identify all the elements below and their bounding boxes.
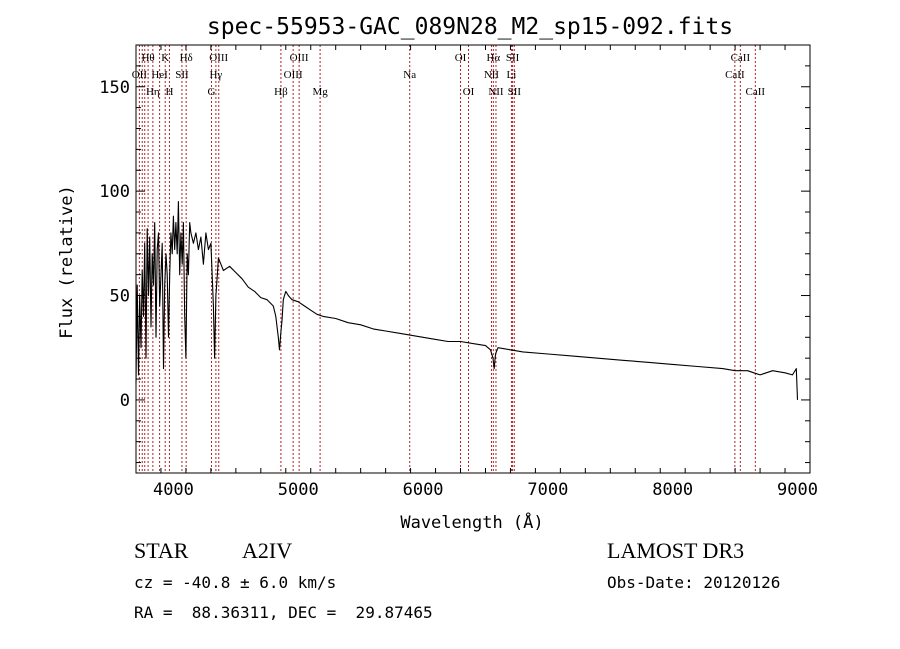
- line-label: CaII: [746, 86, 766, 98]
- line-label: Hβ: [274, 86, 288, 98]
- line-label: CaII: [725, 69, 745, 81]
- spectral-line-markers: [138, 45, 756, 473]
- line-label: HeI: [151, 69, 168, 81]
- line-label: Hγ: [209, 69, 222, 81]
- line-label: CaII: [731, 52, 751, 64]
- line-label: K: [161, 52, 169, 64]
- line-label: OII: [132, 69, 148, 81]
- y-tick-label: 50: [110, 287, 130, 307]
- line-label: SII: [175, 69, 189, 81]
- x-tick-label: 8000: [652, 480, 693, 500]
- spectrum-line: [135, 201, 799, 400]
- line-label: Hα: [486, 52, 500, 64]
- x-tick-label: 4000: [153, 480, 194, 500]
- y-tick-label: 150: [99, 78, 130, 98]
- line-label: NII: [488, 86, 504, 98]
- y-tick-label: 100: [99, 182, 130, 202]
- x-axis-label: Wavelength (Å): [400, 511, 543, 533]
- line-label: NII: [484, 69, 500, 81]
- x-tick-label: 5000: [278, 480, 319, 500]
- line-label: SII: [508, 86, 522, 98]
- line-label: Li: [507, 69, 517, 81]
- y-tick-label: 0: [120, 391, 130, 411]
- spectrum-series: [135, 201, 799, 400]
- line-label: Hη: [146, 86, 160, 98]
- observation-date: Obs-Date: 20120126: [607, 573, 781, 592]
- plot-axes: 4000 5000 6000 7000 8000 9000 0 50 100 150: [99, 44, 818, 500]
- line-label: SII: [506, 52, 520, 64]
- line-label: Na: [403, 69, 416, 81]
- x-tick-label: 7000: [527, 480, 568, 500]
- survey-name: LAMOST DR3: [607, 538, 745, 563]
- object-class: STAR: [134, 538, 189, 563]
- line-label: OIII: [290, 52, 309, 64]
- line-label: OIII: [284, 69, 303, 81]
- line-label: Hθ: [141, 52, 154, 64]
- line-label: OI: [455, 52, 467, 64]
- y-axis-label: Flux (relative): [57, 185, 77, 339]
- x-tick-label: 6000: [403, 480, 444, 500]
- line-label: OI: [463, 86, 475, 98]
- ra-dec-coordinates: RA = 88.36311, DEC = 29.87465: [134, 603, 433, 622]
- plot-frame: [135, 44, 811, 474]
- chart-title: spec-55953-GAC_089N28_M2_sp15-092.fits: [207, 14, 733, 40]
- redshift-cz: cz = -40.8 ± 6.0 km/s: [134, 573, 337, 592]
- line-label: Hδ: [180, 52, 193, 64]
- line-label: Mg: [312, 86, 328, 98]
- x-tick-label: 9000: [777, 480, 818, 500]
- line-label: H: [165, 86, 173, 98]
- line-label: OIII: [209, 52, 228, 64]
- object-subclass: A2IV: [242, 538, 293, 563]
- line-label: G: [208, 86, 216, 98]
